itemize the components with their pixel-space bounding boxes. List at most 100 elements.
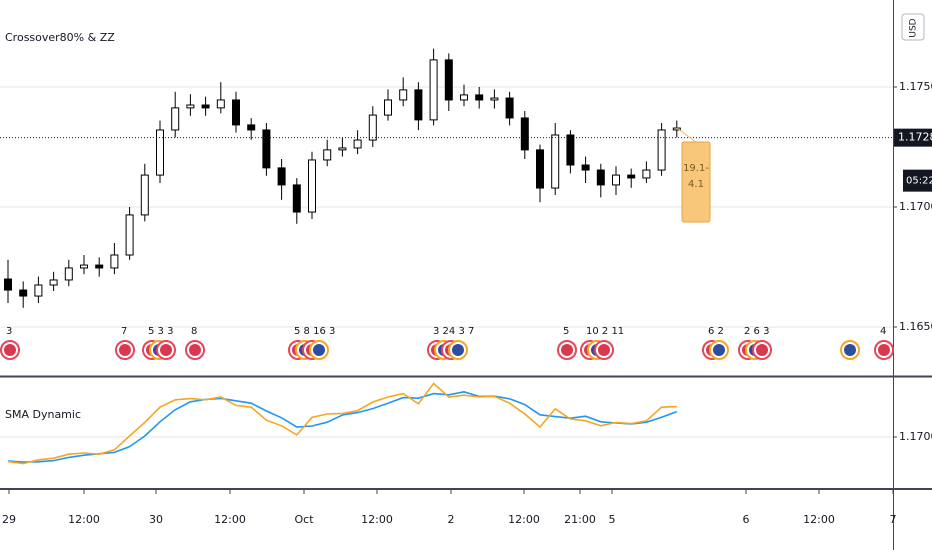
sma-line: [7, 390, 678, 463]
annotation-box: [681, 141, 711, 223]
event-label: 2 6 3: [744, 326, 769, 337]
x-tick-label: 7: [890, 513, 897, 526]
x-tick-label: 5: [609, 513, 616, 526]
x-tick-label: 2: [448, 513, 455, 526]
candle-body: [414, 89, 423, 121]
annotation-text: 4.1: [688, 179, 704, 190]
candle-body: [460, 94, 468, 101]
annotation-text: 19.1-: [683, 163, 709, 174]
candle-body: [642, 169, 651, 179]
candle-body: [338, 147, 347, 151]
candle-body: [444, 59, 453, 101]
event-label: 3 24 3 7: [433, 326, 474, 337]
candle-body: [536, 149, 544, 189]
x-tick-label: Oct: [294, 513, 314, 526]
candle-body: [596, 169, 605, 186]
annotation-connector: [676, 127, 697, 143]
candle-body: [110, 254, 119, 269]
candle-body: [612, 174, 620, 186]
event-label: 8: [191, 326, 197, 337]
candle-body: [384, 99, 392, 116]
candle-body: [19, 289, 28, 297]
event-icon-fill: [452, 344, 464, 356]
event-icon-fill: [844, 344, 856, 356]
candle-body: [566, 134, 575, 166]
x-tick-label: 12:00: [361, 513, 393, 526]
candle-body: [80, 264, 88, 269]
candle-body: [520, 117, 529, 151]
candle-body: [429, 59, 438, 121]
candle-body: [49, 279, 58, 286]
candle-body: [368, 114, 377, 141]
event-icon-fill: [598, 344, 610, 356]
candle-body: [95, 264, 104, 269]
x-tick-label: 21:00: [564, 513, 596, 526]
countdown-box: [903, 169, 932, 192]
x-tick-label: 6: [743, 513, 750, 526]
candle-body: [64, 267, 73, 281]
candle-body: [505, 97, 514, 119]
x-tick-label: 12:00: [68, 513, 100, 526]
event-label: 5: [563, 326, 569, 337]
event-label: 4: [880, 326, 886, 337]
candle-body: [216, 99, 225, 109]
y-tick-label: 1.17000: [899, 200, 932, 213]
y-tick-label: 1.16500: [899, 320, 932, 333]
candle-body: [657, 129, 666, 171]
candle-body: [292, 184, 301, 213]
currency[interactable]: USD: [909, 18, 919, 37]
countdown: 05:22: [906, 176, 932, 187]
candle-body: [308, 159, 316, 213]
candle-body: [140, 174, 149, 216]
candle-body: [323, 149, 332, 161]
candle-body: [186, 104, 195, 109]
candle-body: [399, 89, 408, 101]
event-label: 7: [121, 326, 127, 337]
x-tick-label: 30: [149, 513, 163, 526]
candle-body: [277, 167, 286, 186]
candle-body: [627, 174, 636, 179]
last-price-box: [894, 128, 932, 147]
event-label: 6 2: [708, 326, 724, 337]
event-icon-fill: [313, 344, 325, 356]
candle-body: [125, 214, 134, 256]
event-icon-fill: [878, 344, 890, 356]
candle-body: [156, 129, 164, 176]
indicator-title: SMA Dynamic: [5, 408, 81, 421]
candle-body: [581, 164, 590, 171]
x-tick-label: 29: [2, 513, 16, 526]
candle-body: [247, 124, 256, 131]
event-icon-fill: [160, 344, 172, 356]
candle-body: [353, 139, 362, 149]
y-tick-label: 1.17500: [899, 80, 932, 93]
currency-box[interactable]: [901, 13, 925, 41]
candle-body: [551, 134, 560, 189]
event-icon-fill: [4, 344, 16, 356]
main-title: Crossover80% & ZZ: [5, 31, 115, 44]
event-icon-fill: [713, 344, 725, 356]
candle-body: [171, 107, 180, 131]
candle-body: [262, 129, 271, 169]
event-label: 10 2 11: [586, 326, 624, 337]
event-icon-fill: [561, 344, 573, 356]
x-tick-label: 12:00: [214, 513, 246, 526]
candle-body: [490, 97, 499, 101]
candle-body: [201, 104, 210, 109]
candle-body: [34, 284, 43, 297]
event-label: 5 3 3: [148, 326, 173, 337]
candle-body: [4, 278, 12, 291]
event-icon-fill: [189, 344, 201, 356]
event-icon-fill: [119, 344, 131, 356]
x-tick-label: 12:00: [508, 513, 540, 526]
candle-body: [232, 99, 240, 126]
event-label: 5 8 16 3: [294, 326, 335, 337]
event-icon-fill: [756, 344, 768, 356]
last-price-label: 1.17289: [898, 131, 932, 144]
candle-body: [475, 94, 484, 101]
sma-line: [7, 382, 677, 465]
event-label: 3: [6, 326, 12, 337]
x-tick-label: 12:00: [803, 513, 835, 526]
y-tick-label: 1.17000: [899, 430, 932, 443]
